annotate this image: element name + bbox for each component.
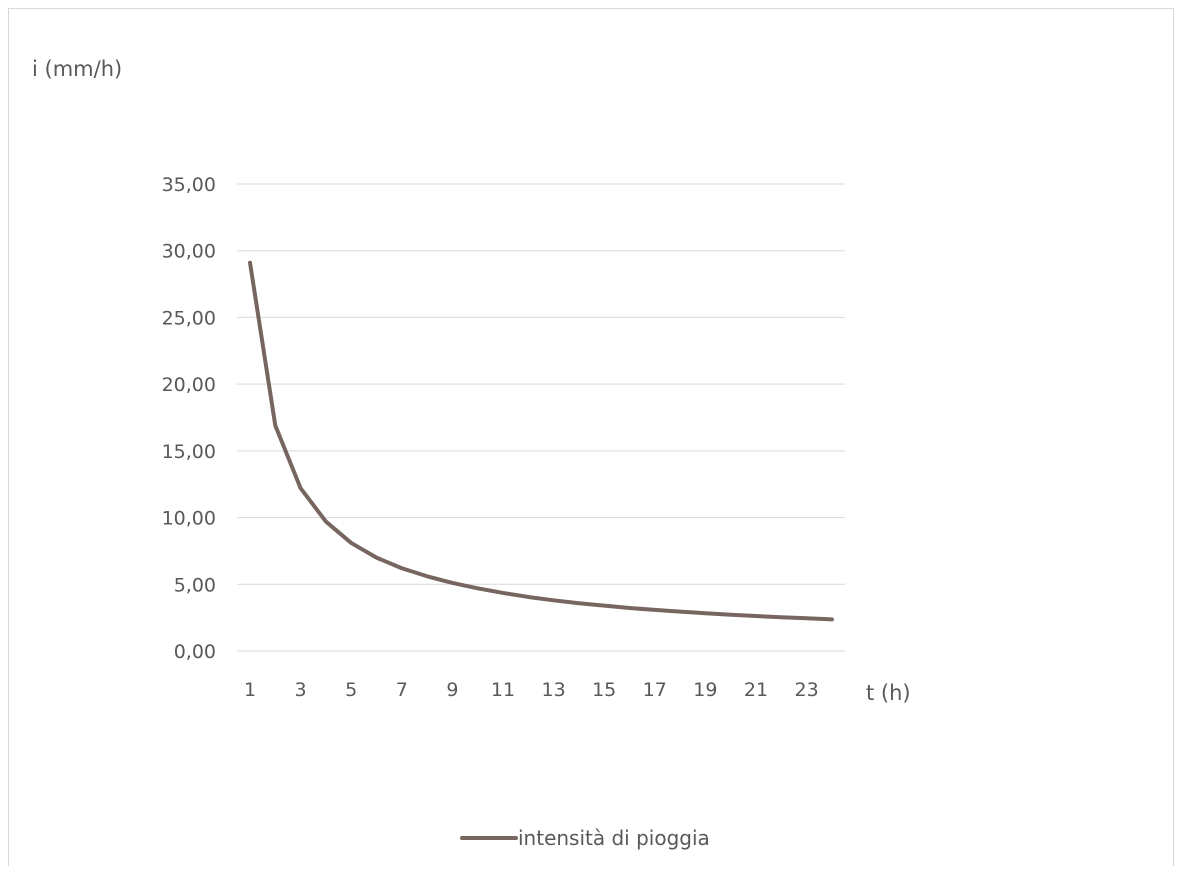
y-tick-label: 0,00 — [174, 641, 216, 663]
x-tick-label: 5 — [345, 679, 357, 701]
y-axis-ticks: 0,00 5,00 10,00 15,00 20,00 25,00 30,00 35,00 — [162, 174, 216, 663]
x-tick-label: 9 — [446, 679, 458, 701]
x-axis-ticks: 1 3 5 7 9 11 13 15 17 19 21 23 — [244, 679, 819, 701]
series-line — [248, 260, 834, 622]
x-axis-title: t (h) — [866, 681, 911, 705]
x-tick-label: 3 — [295, 679, 307, 701]
x-tick-label: 11 — [491, 679, 515, 701]
legend: intensità di pioggia — [460, 826, 710, 850]
x-tick-label: 15 — [592, 679, 616, 701]
y-tick-label: 15,00 — [162, 441, 216, 463]
x-tick-label: 7 — [396, 679, 408, 701]
y-tick-label: 10,00 — [162, 508, 216, 530]
x-tick-label: 1 — [244, 679, 256, 701]
x-tick-label: 17 — [643, 679, 667, 701]
y-axis-title: i (mm/h) — [32, 57, 122, 81]
chart-frame — [8, 8, 1174, 866]
y-tick-label: 25,00 — [162, 307, 216, 329]
x-tick-label: 23 — [795, 679, 819, 701]
series-layer — [248, 260, 834, 622]
y-tick-label: 30,00 — [162, 241, 216, 263]
y-tick-label: 35,00 — [162, 174, 216, 196]
y-tick-label: 20,00 — [162, 374, 216, 396]
x-tick-label: 13 — [542, 679, 566, 701]
gridlines — [237, 183, 845, 652]
y-tick-label: 5,00 — [174, 574, 216, 596]
legend-label: intensità di pioggia — [518, 826, 710, 850]
x-tick-label: 21 — [744, 679, 768, 701]
x-tick-label: 19 — [693, 679, 717, 701]
